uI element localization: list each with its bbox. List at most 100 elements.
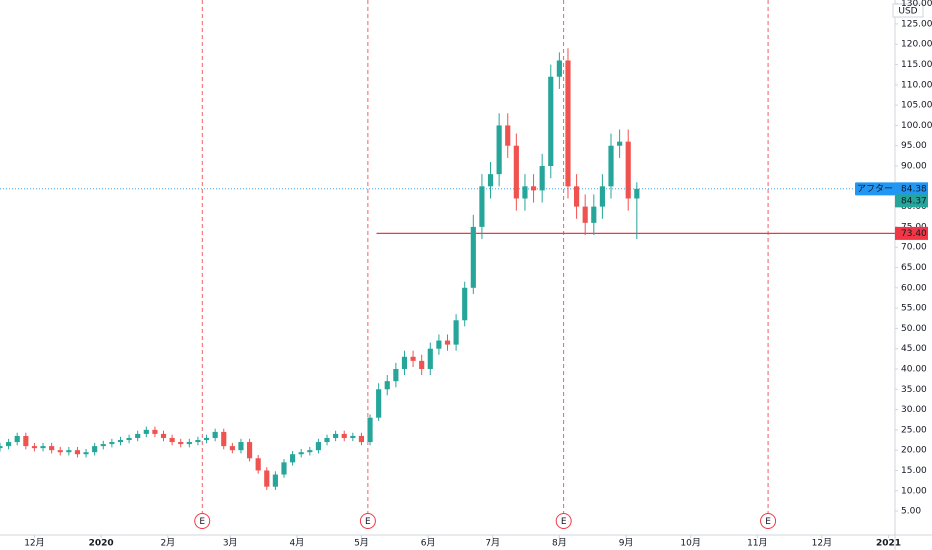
x-tick-label: 12月 [812,538,832,549]
y-tick-label: 125.00 [901,19,932,29]
candle-body [513,145,519,199]
candle-body [49,446,55,451]
candle-body [479,186,485,227]
candle-body [565,60,571,187]
after-hours-name: アフター [857,183,893,194]
earnings-label: E [561,517,567,527]
y-tick-label: 10.00 [901,486,927,496]
candle-body [617,141,623,146]
candle-body [169,437,175,443]
level-tag [895,226,928,240]
y-tick-label: 55.00 [901,304,927,314]
candle-body [117,440,124,443]
candle-body [410,356,416,361]
candle-body [100,444,106,447]
y-tick-label: 15.00 [901,466,927,476]
earnings-label: E [365,517,371,527]
candle-body [496,125,502,175]
candle-body [608,145,614,187]
earnings-label: E [765,517,771,527]
candle-body [333,433,339,438]
candle-body [298,452,304,455]
earnings-marker [194,513,211,529]
candle-body [470,226,476,288]
candle-body [530,186,537,191]
candle-body [487,174,494,187]
candle-body [0,446,3,449]
candle-body [178,442,184,445]
candle-body [625,141,631,199]
y-tick-label: 105.00 [901,101,932,111]
candle-body [31,446,38,449]
x-tick-label: 2月 [160,538,175,549]
earnings-marker [555,513,572,529]
candle-body [238,442,244,451]
candle-body [57,450,63,453]
y-tick-label: 45.00 [901,344,927,354]
candle-body [290,454,296,463]
candle-body [109,442,115,445]
candle-body [436,340,442,349]
candle-body [574,186,580,207]
candle-body [419,360,425,369]
candle-body [556,60,562,77]
x-tick-label: 11月 [747,538,767,549]
candle-body [212,431,218,438]
candle-body [255,458,261,471]
y-tick-label: 120.00 [901,40,932,50]
level-value: 73.40 [901,229,927,239]
y-tick-label: 100.00 [901,121,932,131]
candle-body [462,287,468,321]
candle-body [591,206,597,223]
candle-body [264,470,270,487]
candle-body [384,381,390,390]
y-tick-label: 65.00 [901,263,927,273]
y-tick-label: 50.00 [901,324,927,334]
candle-body [505,125,511,146]
candle-body [23,435,29,447]
y-tick-label: 40.00 [901,364,927,374]
currency-box [892,3,924,18]
candle-body [221,431,227,447]
last-close-value: 84.37 [901,196,927,206]
candle-body [427,348,433,369]
y-tick-label: 130.00 [901,0,932,9]
candle-body [272,474,278,487]
last-close-tag [895,194,928,208]
y-tick-label: 90.00 [901,162,927,172]
y-tick-label: 20.00 [901,446,927,456]
candle-body [376,389,382,418]
candle-body [341,433,347,438]
candle-body [6,442,12,447]
y-tick-label: 95.00 [901,141,927,151]
x-tick-label: 10月 [680,538,700,549]
candle-body [246,442,253,459]
candle-body [83,452,89,455]
x-tick-label: 5月 [354,538,369,549]
candle-body [599,186,605,207]
candle-body [126,437,132,441]
earnings-marker [359,513,376,529]
x-tick-label: 8月 [552,538,567,549]
x-tick-label: 2021 [876,539,901,549]
y-tick-label: 30.00 [901,405,927,415]
candle-body [522,186,528,199]
candle-body [160,433,167,438]
y-tick-label: 70.00 [901,243,927,253]
candle-body [453,320,459,345]
candle-body [350,435,356,438]
y-tick-label: 25.00 [901,425,927,435]
candle-body [401,356,408,369]
candle-body [324,437,330,443]
earnings-label: E [199,517,205,527]
candle-body [66,450,72,453]
y-tick-label: 60.00 [901,283,927,293]
candle-body [195,440,201,443]
candle-body [143,429,149,434]
candle-body [367,417,373,443]
after-hours-value: 84.38 [901,184,927,194]
candle-body [548,76,554,167]
y-tick-label: 35.00 [901,385,927,395]
